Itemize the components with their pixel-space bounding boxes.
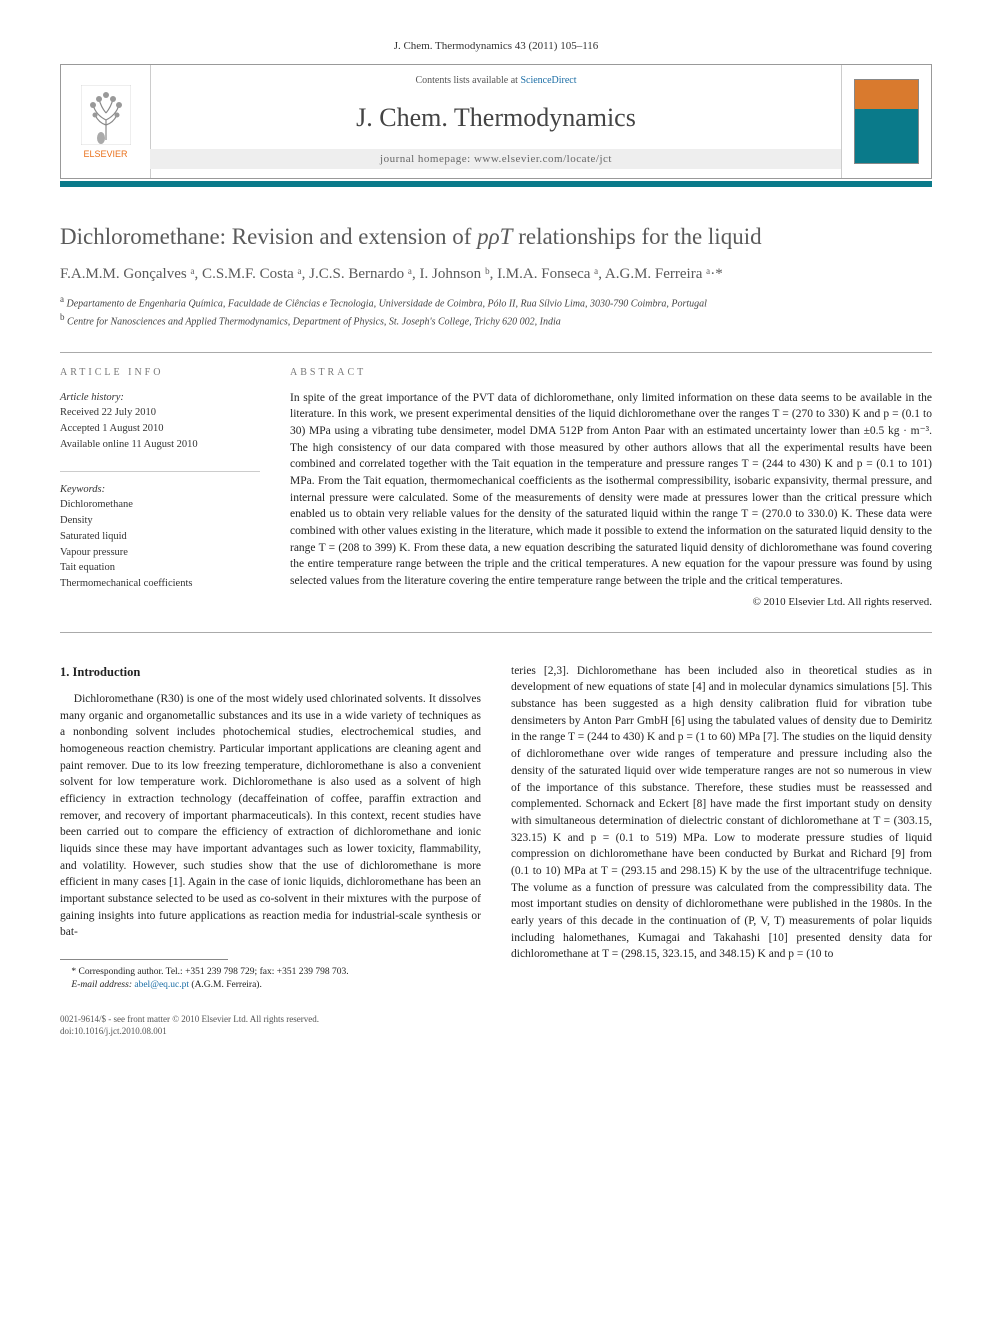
keyword: Density bbox=[60, 513, 260, 529]
footer-line1: 0021-9614/$ - see front matter © 2010 El… bbox=[60, 1013, 481, 1026]
article-info-col: ARTICLE INFO Article history: Received 2… bbox=[60, 367, 260, 610]
homepage-prefix: journal homepage: bbox=[380, 153, 474, 165]
email-suffix: (A.G.M. Ferreira). bbox=[189, 980, 262, 990]
intro-para-left: Dichloromethane (R30) is one of the most… bbox=[60, 691, 481, 941]
keyword: Tait equation bbox=[60, 560, 260, 576]
keyword: Saturated liquid bbox=[60, 529, 260, 545]
left-column: 1. Introduction Dichloromethane (R30) is… bbox=[60, 663, 481, 1038]
keyword: Dichloromethane bbox=[60, 497, 260, 513]
intro-para-right: teries [2,3]. Dichloromethane has been i… bbox=[511, 663, 932, 963]
meta-abstract-row: ARTICLE INFO Article history: Received 2… bbox=[60, 367, 932, 610]
keywords-block: Keywords: Dichloromethane Density Satura… bbox=[60, 482, 260, 592]
publisher-logo-box: ELSEVIER bbox=[61, 65, 151, 178]
color-bar bbox=[60, 181, 932, 187]
page-footer: 0021-9614/$ - see front matter © 2010 El… bbox=[60, 1013, 481, 1038]
divider bbox=[60, 632, 932, 633]
homepage-line: journal homepage: www.elsevier.com/locat… bbox=[150, 149, 842, 169]
journal-header: ELSEVIER Contents lists available at Sci… bbox=[60, 64, 932, 179]
homepage-url[interactable]: www.elsevier.com/locate/jct bbox=[474, 153, 612, 165]
abstract-col: ABSTRACT In spite of the great importanc… bbox=[290, 367, 932, 610]
email-label: E-mail address: bbox=[71, 980, 134, 990]
journal-cover-box bbox=[841, 65, 931, 178]
footnote-divider bbox=[60, 959, 228, 960]
section-heading: 1. Introduction bbox=[60, 663, 481, 681]
email-link[interactable]: abel@eq.uc.pt bbox=[134, 980, 189, 990]
elsevier-tree-icon bbox=[81, 85, 131, 145]
footnote-corresponding: * Corresponding author. Tel.: +351 239 7… bbox=[60, 966, 481, 979]
citation-line: J. Chem. Thermodynamics 43 (2011) 105–11… bbox=[60, 40, 932, 52]
affiliation-b: b Centre for Nanosciences and Applied Th… bbox=[60, 311, 932, 329]
abstract-text: In spite of the great importance of the … bbox=[290, 390, 932, 590]
history-block: Article history: Received 22 July 2010 A… bbox=[60, 390, 260, 453]
contents-prefix: Contents lists available at bbox=[415, 75, 520, 86]
article-info-label: ARTICLE INFO bbox=[60, 367, 260, 378]
title-pre: Dichloromethane: Revision and extension … bbox=[60, 224, 477, 249]
affiliations: a Departamento de Engenharia Química, Fa… bbox=[60, 293, 932, 330]
abstract-copyright: © 2010 Elsevier Ltd. All rights reserved… bbox=[290, 596, 932, 608]
paper-title: Dichloromethane: Revision and extension … bbox=[60, 222, 932, 252]
history-accepted: Accepted 1 August 2010 bbox=[60, 421, 260, 437]
affiliation-a: a Departamento de Engenharia Química, Fa… bbox=[60, 293, 932, 311]
footnote-email: E-mail address: abel@eq.uc.pt (A.G.M. Fe… bbox=[60, 979, 481, 992]
header-center: Contents lists available at ScienceDirec… bbox=[151, 65, 841, 178]
history-online: Available online 11 August 2010 bbox=[60, 437, 260, 453]
body-columns: 1. Introduction Dichloromethane (R30) is… bbox=[60, 663, 932, 1038]
divider bbox=[60, 352, 932, 353]
keyword: Thermomechanical coefficients bbox=[60, 576, 260, 592]
title-post: relationships for the liquid bbox=[512, 224, 761, 249]
abstract-label: ABSTRACT bbox=[290, 367, 932, 378]
title-block: Dichloromethane: Revision and extension … bbox=[60, 222, 932, 330]
keywords-label: Keywords: bbox=[60, 482, 260, 498]
sciencedirect-link[interactable]: ScienceDirect bbox=[520, 75, 576, 86]
history-label: Article history: bbox=[60, 390, 260, 406]
keyword: Vapour pressure bbox=[60, 545, 260, 561]
history-received: Received 22 July 2010 bbox=[60, 405, 260, 421]
footer-line2: doi:10.1016/j.jct.2010.08.001 bbox=[60, 1025, 481, 1038]
meta-divider bbox=[60, 471, 260, 472]
journal-name: J. Chem. Thermodynamics bbox=[151, 103, 841, 133]
publisher-name: ELSEVIER bbox=[83, 149, 127, 159]
right-column: teries [2,3]. Dichloromethane has been i… bbox=[511, 663, 932, 1038]
authors-line: F.A.M.M. Gonçalves ᵃ, C.S.M.F. Costa ᵃ, … bbox=[60, 266, 932, 283]
journal-cover-icon bbox=[854, 79, 919, 164]
contents-available-line: Contents lists available at ScienceDirec… bbox=[151, 75, 841, 86]
title-var: pρT bbox=[477, 224, 512, 249]
